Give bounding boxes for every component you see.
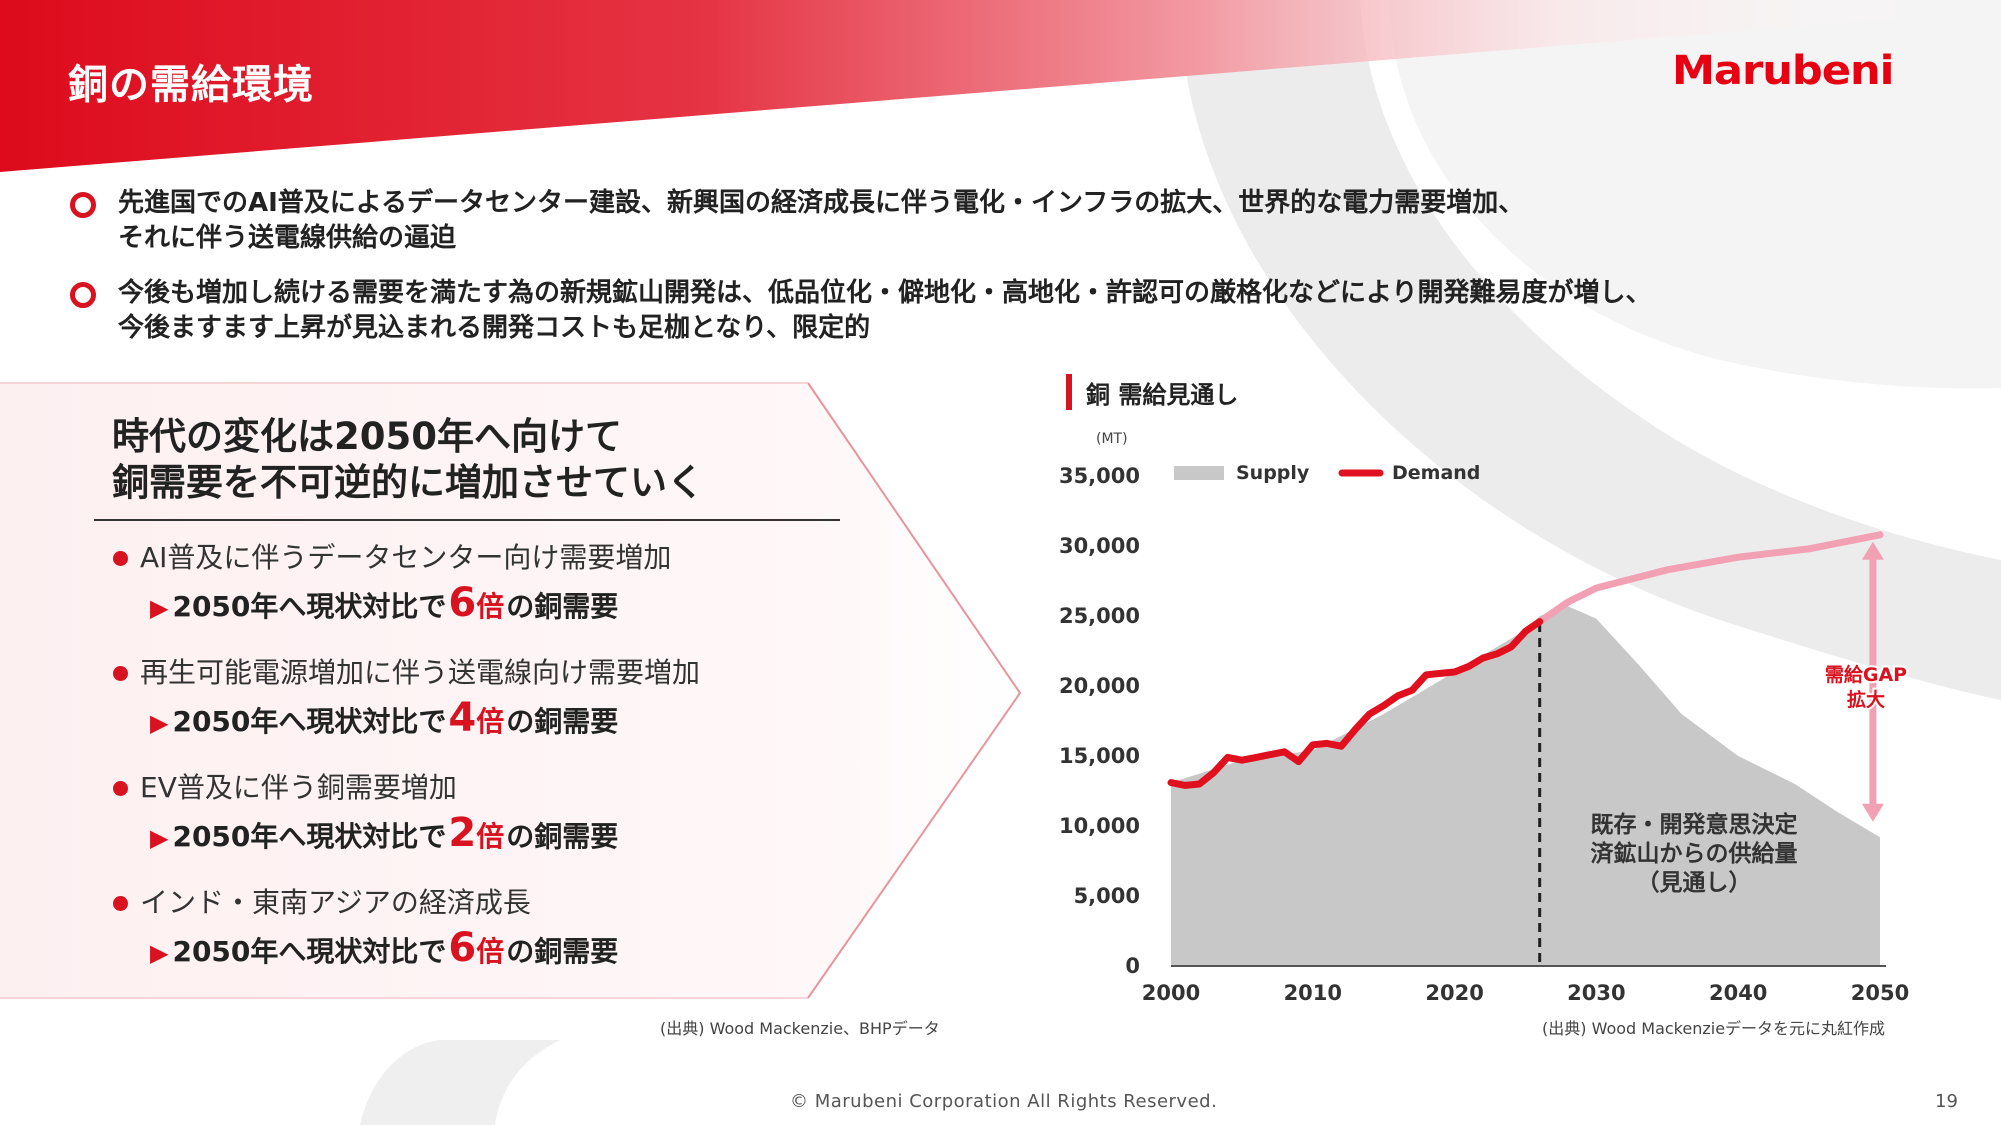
x-tick-label: 2050 (1851, 981, 1909, 1005)
title-divider (94, 519, 840, 521)
marubeni-logo: Marubeni (1672, 48, 1894, 94)
multiplier: 4 (448, 695, 477, 741)
y-tick-label: 10,000 (1059, 814, 1140, 838)
summary-bullet: 今後も増加し続ける需要を満たす為の新規鉱山開発は、低品位化・僻地化・高地化・許認… (70, 276, 1950, 346)
driver-item: EV普及に伴う銅需要増加 ▶ 2050年へ現状対比で 2 倍の銅需要 (113, 770, 618, 856)
chart-area (1171, 606, 1880, 966)
x-tick-label: 2000 (1142, 981, 1200, 1005)
left-panel-title: 時代の変化は2050年へ向けて 銅需要を不可逆的に増加させていく (112, 415, 704, 504)
summary-bullet: 先進国でのAI普及によるデータセンター建設、新興国の経済成長に伴う電化・インフラ… (70, 186, 1950, 256)
driver-item: インド・東南アジアの経済成長 ▶ 2050年へ現状対比で 6 倍の銅需要 (113, 885, 618, 971)
driver-item: AI普及に伴うデータセンター向け需要増加 ▶ 2050年へ現状対比で 6 倍の銅需要 (113, 540, 671, 626)
triangle-right-icon: ▶ (150, 709, 169, 737)
legend-label-demand: Demand (1392, 462, 1480, 484)
dot-bullet-icon (113, 780, 128, 796)
x-tick-label: 2020 (1425, 981, 1483, 1005)
chart-axes: 35,000 30,000 25,000 20,000 15,000 10,000 5,00… (1059, 464, 1909, 1005)
y-tick-label: 15,000 (1059, 744, 1140, 768)
gap-note-line: 需給GAP (1825, 663, 1907, 686)
demand-history-line (1167, 618, 1544, 789)
legend-swatch-supply (1174, 466, 1224, 480)
bullet-line: 今後も増加し続ける需要を満たす為の新規鉱山開発は、低品位化・僻地化・高地化・許認… (118, 278, 1652, 308)
y-tick-label: 35,000 (1059, 464, 1140, 488)
gap-arrow-down-icon (1861, 803, 1884, 822)
driver-item: 再生可能電源増加に伴う送電線向け需要増加 ▶ 2050年へ現状対比で 4 倍の銅需要 (113, 655, 700, 741)
triangle-right-icon: ▶ (150, 824, 169, 852)
triangle-right-icon: ▶ (150, 594, 169, 622)
triangle-right-icon: ▶ (150, 939, 169, 967)
supply-note-line: 既存・開発意思決定 (1591, 811, 1798, 838)
y-tick-label: 0 (1125, 954, 1140, 978)
left-arrow-panel (0, 382, 1022, 999)
heading-accent-bar (1066, 374, 1072, 410)
chart-heading: 銅 需給見通し (1066, 374, 1238, 410)
y-tick-label: 20,000 (1059, 674, 1140, 698)
x-tick-label: 2010 (1284, 981, 1342, 1005)
supply-note-line: （見通し） (1637, 869, 1752, 896)
copyright: © Marubeni Corporation All Rights Reserv… (790, 1091, 1218, 1112)
page-number: 19 (1935, 1091, 1958, 1112)
multiplier: 6 (448, 580, 477, 626)
gap-arrow-up-icon (1861, 541, 1884, 560)
chart-source-note: (出典) Wood Mackenzieデータを元に丸紅作成 (1542, 1019, 1886, 1038)
bullet-line: 今後ますます上昇が見込まれる開発コストも足枷となり、限定的 (118, 313, 871, 343)
header-band (0, 0, 2001, 172)
ring-bullet-icon (70, 282, 96, 308)
supply-note-line: 済鉱山からの供給量 (1591, 840, 1798, 867)
bullet-line: それに伴う送電線供給の逼迫 (118, 223, 457, 253)
y-tick-label: 25,000 (1059, 604, 1140, 628)
multiplier: 2 (448, 810, 477, 856)
ring-bullet-icon (70, 192, 96, 218)
supply-demand-chart: 35,000 30,000 25,000 20,000 15,000 10,000 5,00… (1059, 431, 1910, 1005)
dot-bullet-icon (113, 665, 128, 681)
y-tick-label: 30,000 (1059, 534, 1140, 558)
left-source-note: (出典) Wood Mackenzie、BHPデータ (660, 1019, 940, 1038)
page-title: 銅の需給環境 (68, 62, 314, 108)
multiplier: 6 (448, 925, 477, 971)
legend-label-supply: Supply (1236, 462, 1310, 484)
gap-note-line: 拡大 (1847, 688, 1885, 711)
y-tick-label: 5,000 (1074, 884, 1140, 908)
chart-annotations: 既存・開発意思決定 済鉱山からの供給量 （見通し） 需給GAP 拡大 (1591, 661, 1910, 896)
x-tick-label: 2030 (1567, 981, 1625, 1005)
chart-legend: Supply Demand (1174, 462, 1480, 484)
supply-area (1171, 606, 1880, 966)
dot-bullet-icon (113, 895, 128, 911)
y-unit-label: (MT) (1096, 431, 1128, 447)
summary-bullets: 先進国でのAI普及によるデータセンター建設、新興国の経済成長に伴う電化・インフラ… (70, 186, 1950, 366)
chart-lines (1167, 531, 1884, 966)
demand-forecast-line (1522, 531, 1884, 635)
dot-bullet-icon (113, 550, 128, 566)
bullet-line: 先進国でのAI普及によるデータセンター建設、新興国の経済成長に伴う電化・インフラ… (118, 188, 1525, 218)
x-tick-label: 2040 (1709, 981, 1767, 1005)
